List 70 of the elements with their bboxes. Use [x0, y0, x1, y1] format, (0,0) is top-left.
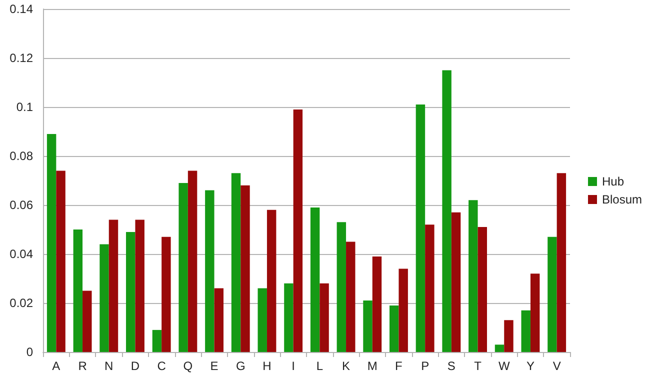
bar	[504, 320, 514, 352]
y-tick-label: 0.04	[10, 247, 34, 261]
x-tick-label: W	[498, 359, 510, 373]
bar	[73, 230, 83, 352]
bar	[451, 212, 461, 352]
bar	[56, 170, 66, 352]
bar	[494, 344, 504, 352]
legend-label: Hub	[602, 174, 624, 188]
x-tick-label: R	[78, 359, 88, 373]
bar	[398, 268, 408, 352]
bar	[100, 244, 109, 352]
bar	[346, 242, 356, 352]
x-tick-label: L	[316, 359, 324, 373]
bar	[425, 224, 434, 352]
x-tick-label: V	[552, 359, 561, 373]
x-tick-label: C	[157, 359, 166, 373]
y-tick-label: 0.1	[16, 100, 34, 114]
bar	[135, 220, 144, 352]
x-tick-label: Q	[183, 359, 193, 373]
bar	[336, 222, 346, 352]
bar	[266, 210, 276, 352]
bar	[46, 134, 56, 352]
bar	[162, 236, 171, 352]
bar	[548, 236, 557, 352]
x-tick-label: Y	[526, 359, 534, 373]
x-tick-label: T	[474, 359, 482, 373]
bar	[82, 290, 92, 352]
x-tick-label: N	[104, 359, 114, 373]
x-tick-label: D	[130, 359, 140, 373]
bar	[556, 173, 566, 352]
legend-label: Blosum	[602, 192, 642, 206]
bar	[416, 104, 426, 352]
bar	[530, 274, 540, 352]
bar	[468, 200, 478, 352]
x-tick-label: F	[395, 359, 402, 373]
x-tick-label: I	[292, 359, 295, 373]
bar	[188, 170, 198, 352]
bar	[390, 305, 399, 352]
x-tick-label: K	[342, 359, 350, 373]
y-tick-label: 0.14	[10, 2, 34, 16]
x-tick-label: P	[421, 359, 430, 373]
x-tick-label: M	[367, 359, 378, 373]
bar	[363, 300, 372, 352]
bar	[521, 310, 530, 352]
bar	[442, 70, 452, 352]
y-tick-label: 0.02	[10, 296, 34, 310]
bar	[214, 288, 224, 352]
bar	[205, 190, 214, 352]
x-tick-label: S	[447, 359, 456, 373]
bar	[258, 288, 267, 352]
y-tick-label: 0.12	[10, 51, 34, 65]
bar	[152, 330, 162, 352]
y-tick-label: 0.08	[10, 149, 34, 163]
x-tick-label: A	[52, 359, 60, 373]
bar	[372, 256, 382, 352]
bar	[293, 109, 303, 352]
bar	[310, 207, 320, 352]
x-tick-label: H	[262, 359, 272, 373]
bar	[178, 182, 188, 352]
x-tick-label: E	[210, 359, 218, 373]
bar	[478, 227, 487, 352]
y-tick-label: 0.06	[10, 198, 34, 212]
bar	[320, 283, 329, 352]
y-tick-label: 0	[26, 345, 34, 359]
bar	[240, 185, 250, 352]
bar	[126, 232, 136, 352]
x-tick-label: G	[236, 359, 246, 373]
bar	[108, 220, 118, 352]
bar	[284, 283, 294, 352]
bar	[231, 173, 241, 352]
